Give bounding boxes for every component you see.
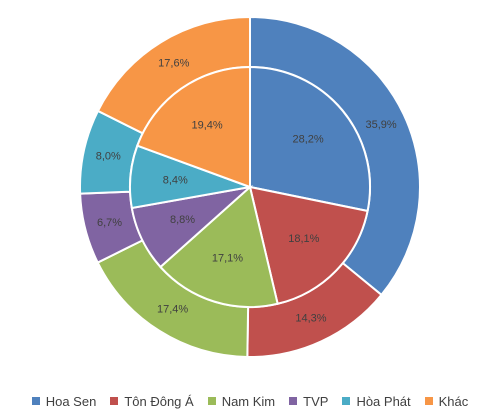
legend-swatch bbox=[342, 397, 351, 405]
legend-item-4: Hòa Phát bbox=[342, 393, 411, 409]
legend-swatch bbox=[110, 397, 119, 405]
outer-data-label-3: 6,7% bbox=[97, 217, 122, 229]
inner-data-label-0: 28,2% bbox=[292, 134, 323, 146]
legend-item-1: Tôn Đông Á bbox=[110, 393, 194, 409]
legend-item-5: Khác bbox=[424, 393, 469, 409]
inner-slice-0 bbox=[249, 65, 371, 213]
outer-data-label-0: 35,9% bbox=[365, 119, 396, 131]
legend-label: TVP bbox=[303, 393, 329, 409]
inner-data-label-5: 19,4% bbox=[191, 120, 222, 132]
legend-label: Hòa Phát bbox=[356, 393, 411, 409]
inner-data-label-2: 17,1% bbox=[212, 253, 243, 265]
legend-swatch bbox=[207, 397, 216, 405]
legend-item-0: Hoa Sen bbox=[31, 393, 97, 409]
inner-data-label-3: 8,8% bbox=[170, 214, 195, 226]
legend-label: Hoa Sen bbox=[45, 393, 97, 409]
inner-slice-2 bbox=[159, 185, 279, 308]
legend-swatch bbox=[289, 397, 298, 405]
outer-data-label-1: 14,3% bbox=[295, 313, 326, 325]
legend-label: Tôn Đông Á bbox=[124, 393, 194, 409]
legend-item-2: Nam Kim bbox=[207, 393, 276, 409]
legend-swatch bbox=[31, 397, 40, 405]
legend-swatch bbox=[424, 397, 433, 405]
inner-data-label-4: 8,4% bbox=[163, 174, 188, 186]
outer-data-label-4: 8,0% bbox=[96, 150, 121, 162]
inner-slice-5 bbox=[136, 65, 251, 189]
legend-item-3: TVP bbox=[289, 394, 328, 409]
chart-plot-area: 35,9% 14,3% 17,4% 6,7% 8,0% 17,6% 28,2% 18,1% 17… bbox=[79, 15, 421, 358]
legend-label: Khác bbox=[438, 393, 469, 409]
outer-data-label-5: 17,6% bbox=[158, 58, 189, 70]
legend-label: Nam Kim bbox=[221, 393, 276, 409]
chart-legend: Hoa Sen Tôn Đông Á Nam Kim TVP Hòa Phát Khác bbox=[0, 388, 500, 414]
inner-slice-1 bbox=[248, 185, 369, 305]
inner-data-label-1: 18,1% bbox=[288, 233, 319, 245]
outer-data-label-2: 17,4% bbox=[157, 304, 188, 316]
